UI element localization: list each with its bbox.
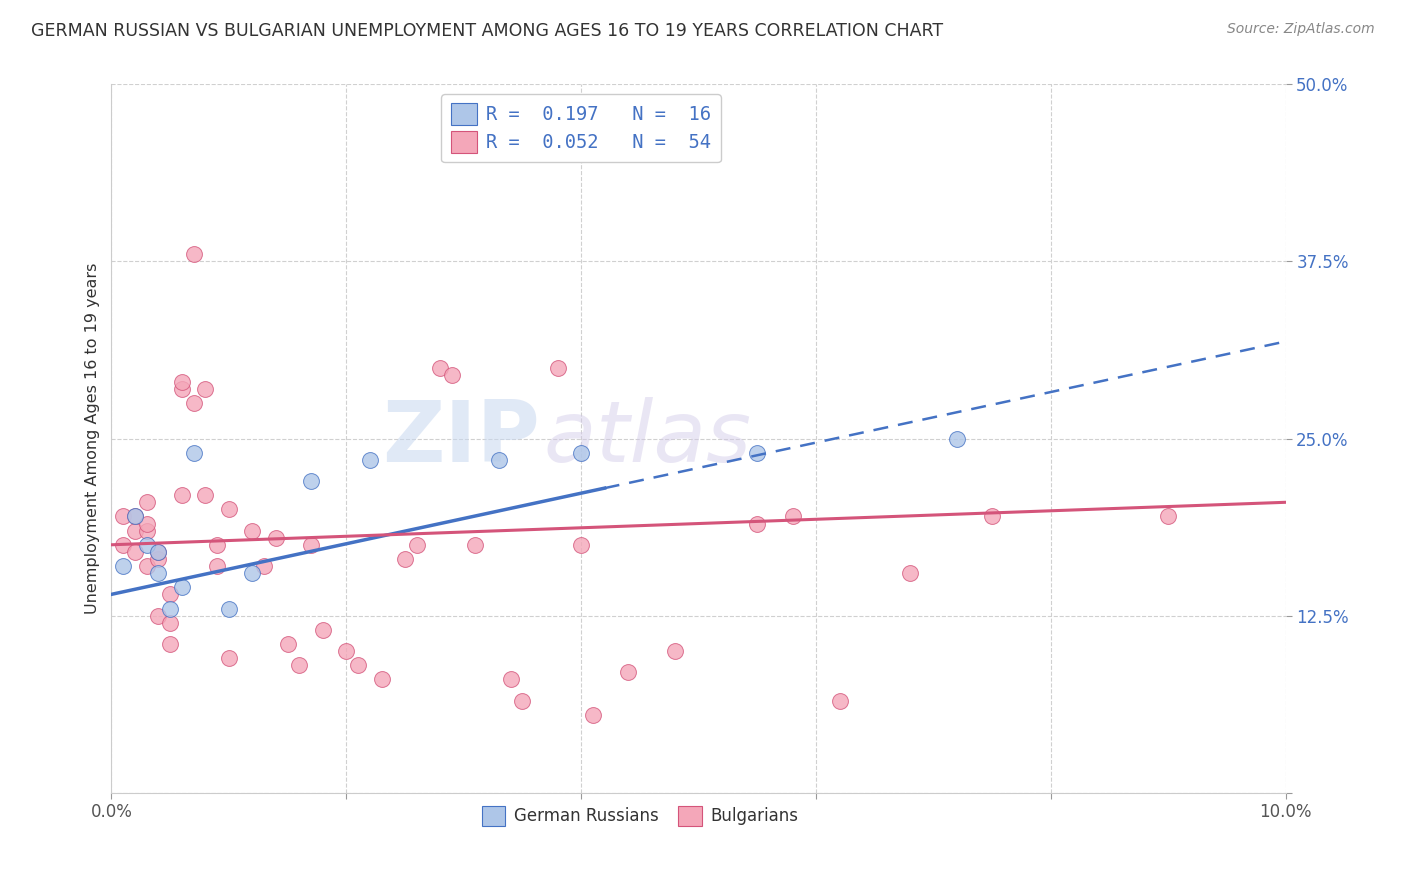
Point — [582, 707, 605, 722]
Text: atlas: atlas — [544, 397, 752, 480]
Point — [124, 524, 146, 538]
Point — [747, 516, 769, 531]
Point — [112, 509, 135, 524]
Point — [194, 488, 217, 502]
Point — [347, 658, 370, 673]
Point — [148, 545, 170, 559]
Text: Source: ZipAtlas.com: Source: ZipAtlas.com — [1227, 22, 1375, 37]
Point — [218, 601, 240, 615]
Point — [218, 502, 240, 516]
Point — [464, 538, 486, 552]
Point — [183, 247, 205, 261]
Point — [312, 623, 335, 637]
Point — [159, 601, 181, 615]
Point — [170, 580, 193, 594]
Point — [370, 673, 392, 687]
Point — [135, 524, 157, 538]
Point — [898, 566, 921, 580]
Point — [124, 545, 146, 559]
Point — [664, 644, 686, 658]
Point — [253, 559, 276, 574]
Point — [159, 615, 181, 630]
Point — [946, 432, 969, 446]
Point — [170, 375, 193, 389]
Point — [194, 382, 217, 396]
Point — [488, 452, 510, 467]
Point — [135, 538, 157, 552]
Point — [170, 382, 193, 396]
Point — [205, 538, 228, 552]
Point — [617, 665, 640, 680]
Point — [828, 693, 851, 707]
Point — [512, 693, 534, 707]
Point — [569, 538, 592, 552]
Point — [264, 531, 287, 545]
Point — [429, 360, 451, 375]
Point — [148, 552, 170, 566]
Point — [148, 566, 170, 580]
Point — [148, 608, 170, 623]
Point — [170, 488, 193, 502]
Point — [440, 368, 463, 382]
Point — [1157, 509, 1180, 524]
Point — [782, 509, 804, 524]
Point — [135, 495, 157, 509]
Point — [205, 559, 228, 574]
Point — [394, 552, 416, 566]
Y-axis label: Unemployment Among Ages 16 to 19 years: Unemployment Among Ages 16 to 19 years — [86, 263, 100, 615]
Point — [405, 538, 427, 552]
Point — [148, 545, 170, 559]
Point — [335, 644, 357, 658]
Point — [135, 516, 157, 531]
Point — [112, 559, 135, 574]
Point — [159, 637, 181, 651]
Point — [135, 559, 157, 574]
Point — [499, 673, 522, 687]
Point — [218, 651, 240, 665]
Point — [124, 509, 146, 524]
Point — [277, 637, 299, 651]
Point — [288, 658, 311, 673]
Text: GERMAN RUSSIAN VS BULGARIAN UNEMPLOYMENT AMONG AGES 16 TO 19 YEARS CORRELATION C: GERMAN RUSSIAN VS BULGARIAN UNEMPLOYMENT… — [31, 22, 943, 40]
Point — [124, 509, 146, 524]
Point — [747, 446, 769, 460]
Point — [981, 509, 1004, 524]
Point — [183, 396, 205, 410]
Text: ZIP: ZIP — [382, 397, 540, 480]
Point — [112, 538, 135, 552]
Point — [299, 538, 322, 552]
Point — [240, 566, 263, 580]
Point — [569, 446, 592, 460]
Point — [547, 360, 569, 375]
Point — [240, 524, 263, 538]
Point — [359, 452, 381, 467]
Point — [183, 446, 205, 460]
Point — [299, 474, 322, 488]
Legend: German Russians, Bulgarians: German Russians, Bulgarians — [474, 798, 806, 834]
Point — [159, 587, 181, 601]
